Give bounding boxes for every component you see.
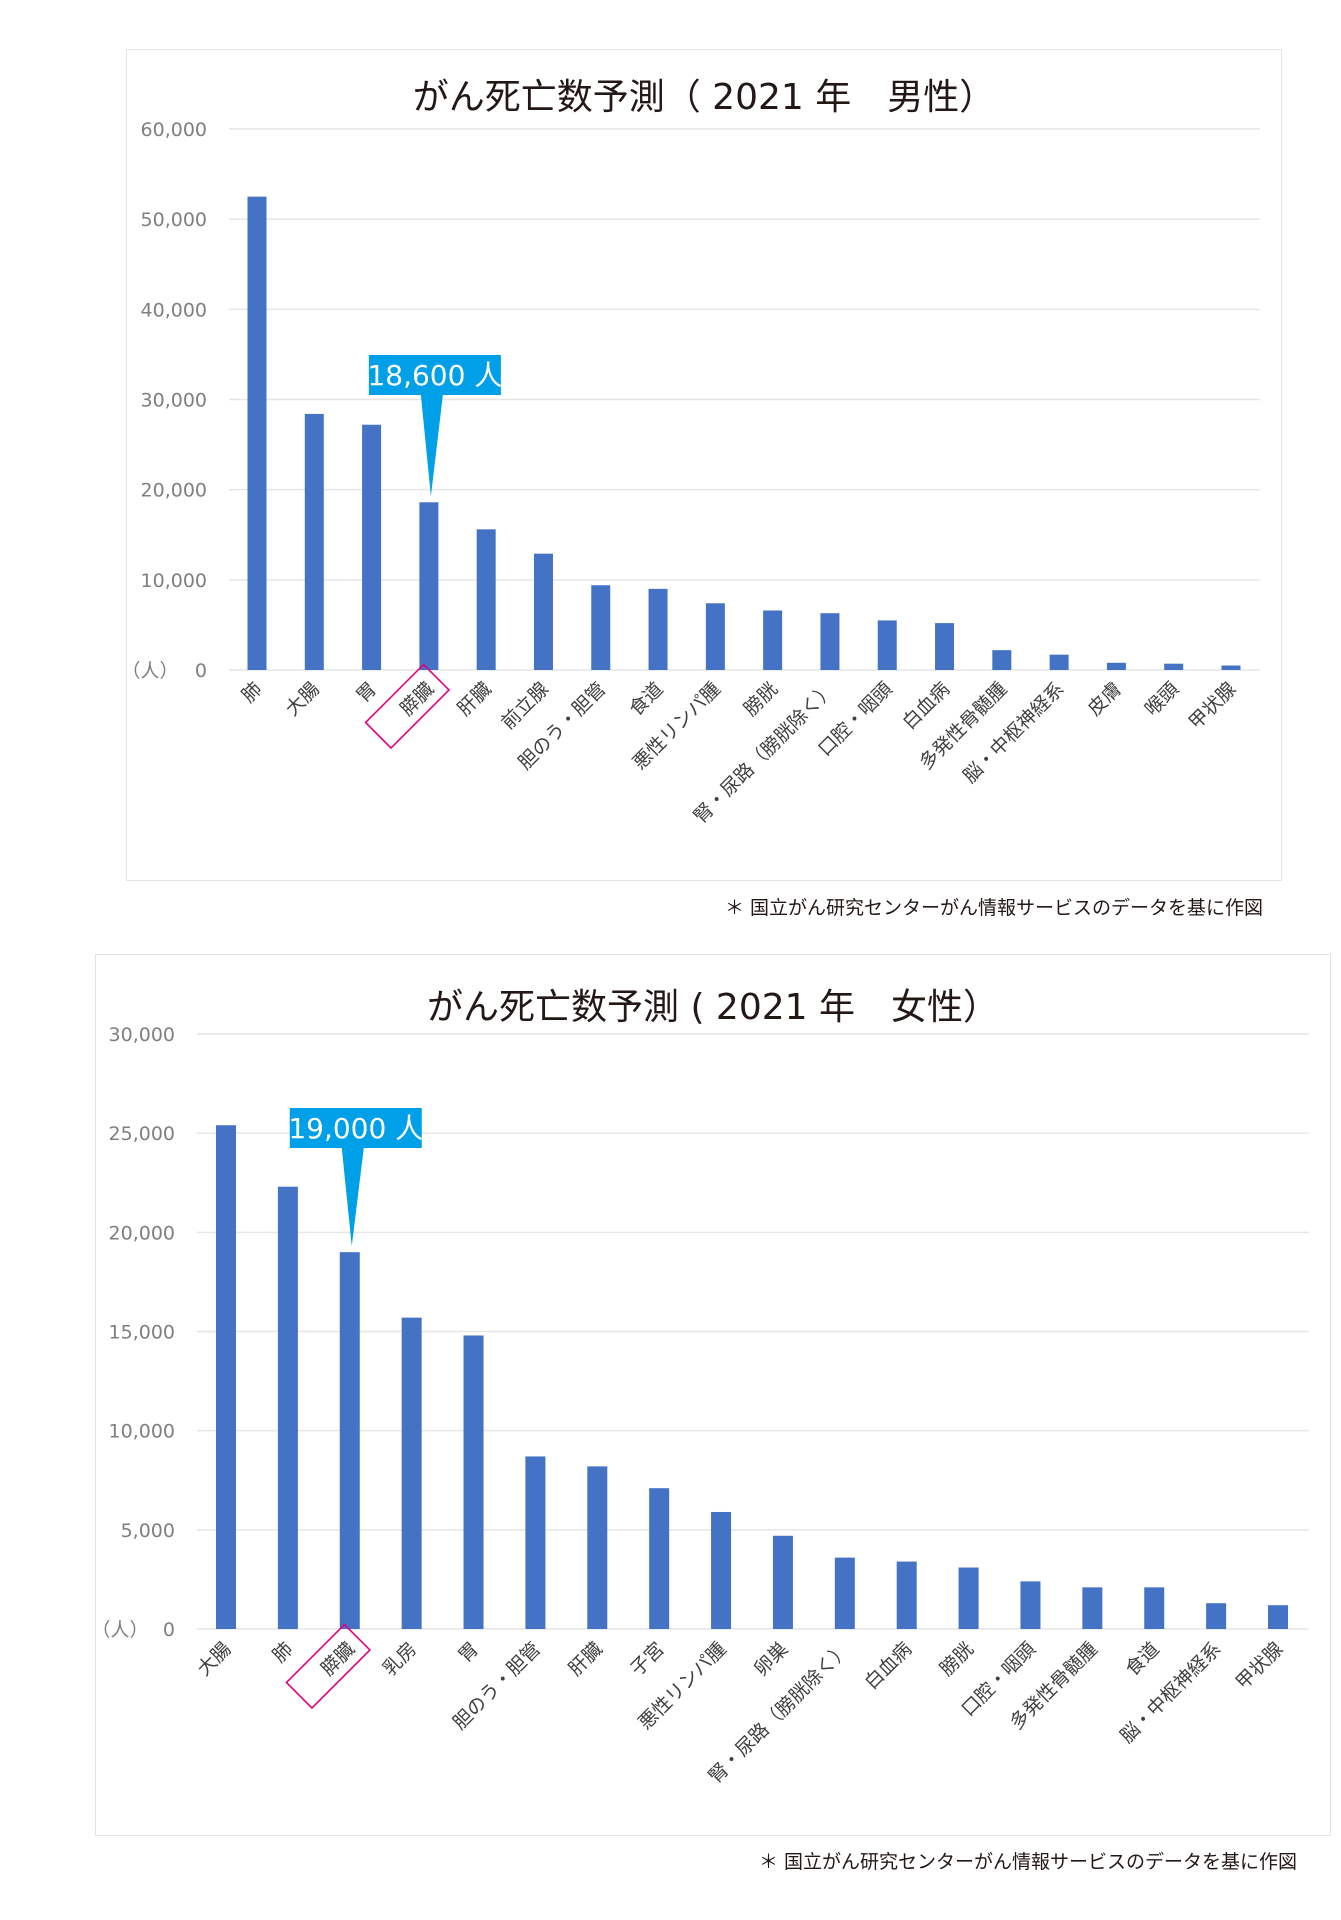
bar: [1049, 654, 1069, 670]
y-tick-label: 30,000: [109, 1024, 175, 1046]
y-tick-label: 40,000: [141, 299, 207, 321]
bar: [1206, 1603, 1227, 1629]
category-label: 乳房: [379, 1638, 421, 1680]
chart-female-title: がん死亡数予測 ( 2021 年 女性）: [427, 987, 999, 1028]
chart-female-footnote: ＊ 国立がん研究センターがん情報サービスのデータを基に作図: [758, 1851, 1297, 1873]
bar: [649, 1488, 670, 1629]
category-label: 甲状腺: [1232, 1638, 1288, 1694]
bar: [935, 623, 955, 670]
y-tick-label: 15,000: [109, 1322, 175, 1344]
y-axis-unit-label: （人）: [91, 1619, 148, 1641]
bar: [763, 610, 783, 670]
highlight-box: [285, 1623, 372, 1710]
y-tick-label: 30,000: [141, 390, 207, 412]
bar: [1106, 662, 1126, 670]
y-tick-label: 60,000: [141, 119, 207, 141]
bar: [877, 620, 897, 670]
bar: [401, 1317, 422, 1629]
callout-pointer: [420, 395, 443, 497]
bar: [705, 603, 725, 670]
bar: [820, 613, 840, 670]
chart-male-title: がん死亡数予測（ 2021 年 男性）: [412, 77, 996, 118]
bar: [1144, 1587, 1165, 1629]
bar: [1164, 663, 1184, 670]
bar: [648, 588, 668, 670]
bar: [834, 1557, 855, 1629]
bar: [525, 1456, 546, 1629]
y-axis-unit-label: （人）: [121, 660, 178, 682]
category-label: 肝臓: [564, 1638, 606, 1680]
y-tick-label: 0: [163, 1619, 175, 1641]
callout-value: 19,000 人: [288, 1112, 423, 1145]
bar: [1020, 1581, 1041, 1629]
bar: [476, 529, 496, 670]
bar: [304, 413, 324, 670]
category-label: 卵巣: [750, 1638, 792, 1680]
y-tick-label: 10,000: [141, 570, 207, 592]
category-label: 膵臓: [317, 1638, 359, 1680]
callout-box: [368, 355, 501, 395]
highlight-box: [364, 663, 451, 750]
callout-value: 18,600 人: [367, 359, 502, 392]
bar: [1221, 665, 1241, 670]
bar: [1268, 1605, 1288, 1629]
bar: [591, 585, 611, 670]
category-label: 大腸: [193, 1638, 235, 1680]
bar: [419, 502, 439, 670]
bar: [958, 1567, 979, 1629]
y-tick-label: 50,000: [141, 209, 207, 231]
bar: [362, 424, 382, 670]
category-label: 膀胱: [936, 1638, 978, 1680]
category-label: 食道: [1121, 1638, 1163, 1680]
bar: [247, 196, 267, 670]
chart-female-frame: [95, 954, 1331, 1836]
bar: [277, 1186, 298, 1629]
y-tick-label: 20,000: [109, 1222, 175, 1244]
bar: [711, 1511, 732, 1629]
bar: [533, 553, 553, 670]
y-tick-label: 0: [195, 660, 207, 682]
category-label: 白血病: [860, 1638, 916, 1694]
callout-box: [289, 1108, 422, 1148]
bar: [587, 1466, 608, 1629]
bar: [772, 1535, 793, 1629]
callout-pointer: [341, 1148, 364, 1247]
chart-male-footnote: ＊ 国立がん研究センターがん情報サービスのデータを基に作図: [724, 897, 1263, 919]
category-label: 胃: [454, 1638, 483, 1667]
category-label: 肺: [268, 1638, 297, 1667]
chart-male: 0 10,000 20,000 30,000 40,000 50,000 60,000 （人）…: [121, 119, 1260, 828]
y-tick-label: 5,000: [121, 1520, 175, 1542]
bar: [1082, 1587, 1103, 1629]
bar: [992, 650, 1012, 670]
y-tick-label: 10,000: [109, 1421, 175, 1443]
bar: [339, 1252, 360, 1629]
category-label: 子宮: [626, 1638, 668, 1680]
bar: [463, 1335, 484, 1629]
bar: [216, 1125, 236, 1629]
bar: [896, 1561, 917, 1629]
y-tick-label: 20,000: [141, 480, 207, 502]
y-tick-label: 25,000: [109, 1123, 175, 1145]
